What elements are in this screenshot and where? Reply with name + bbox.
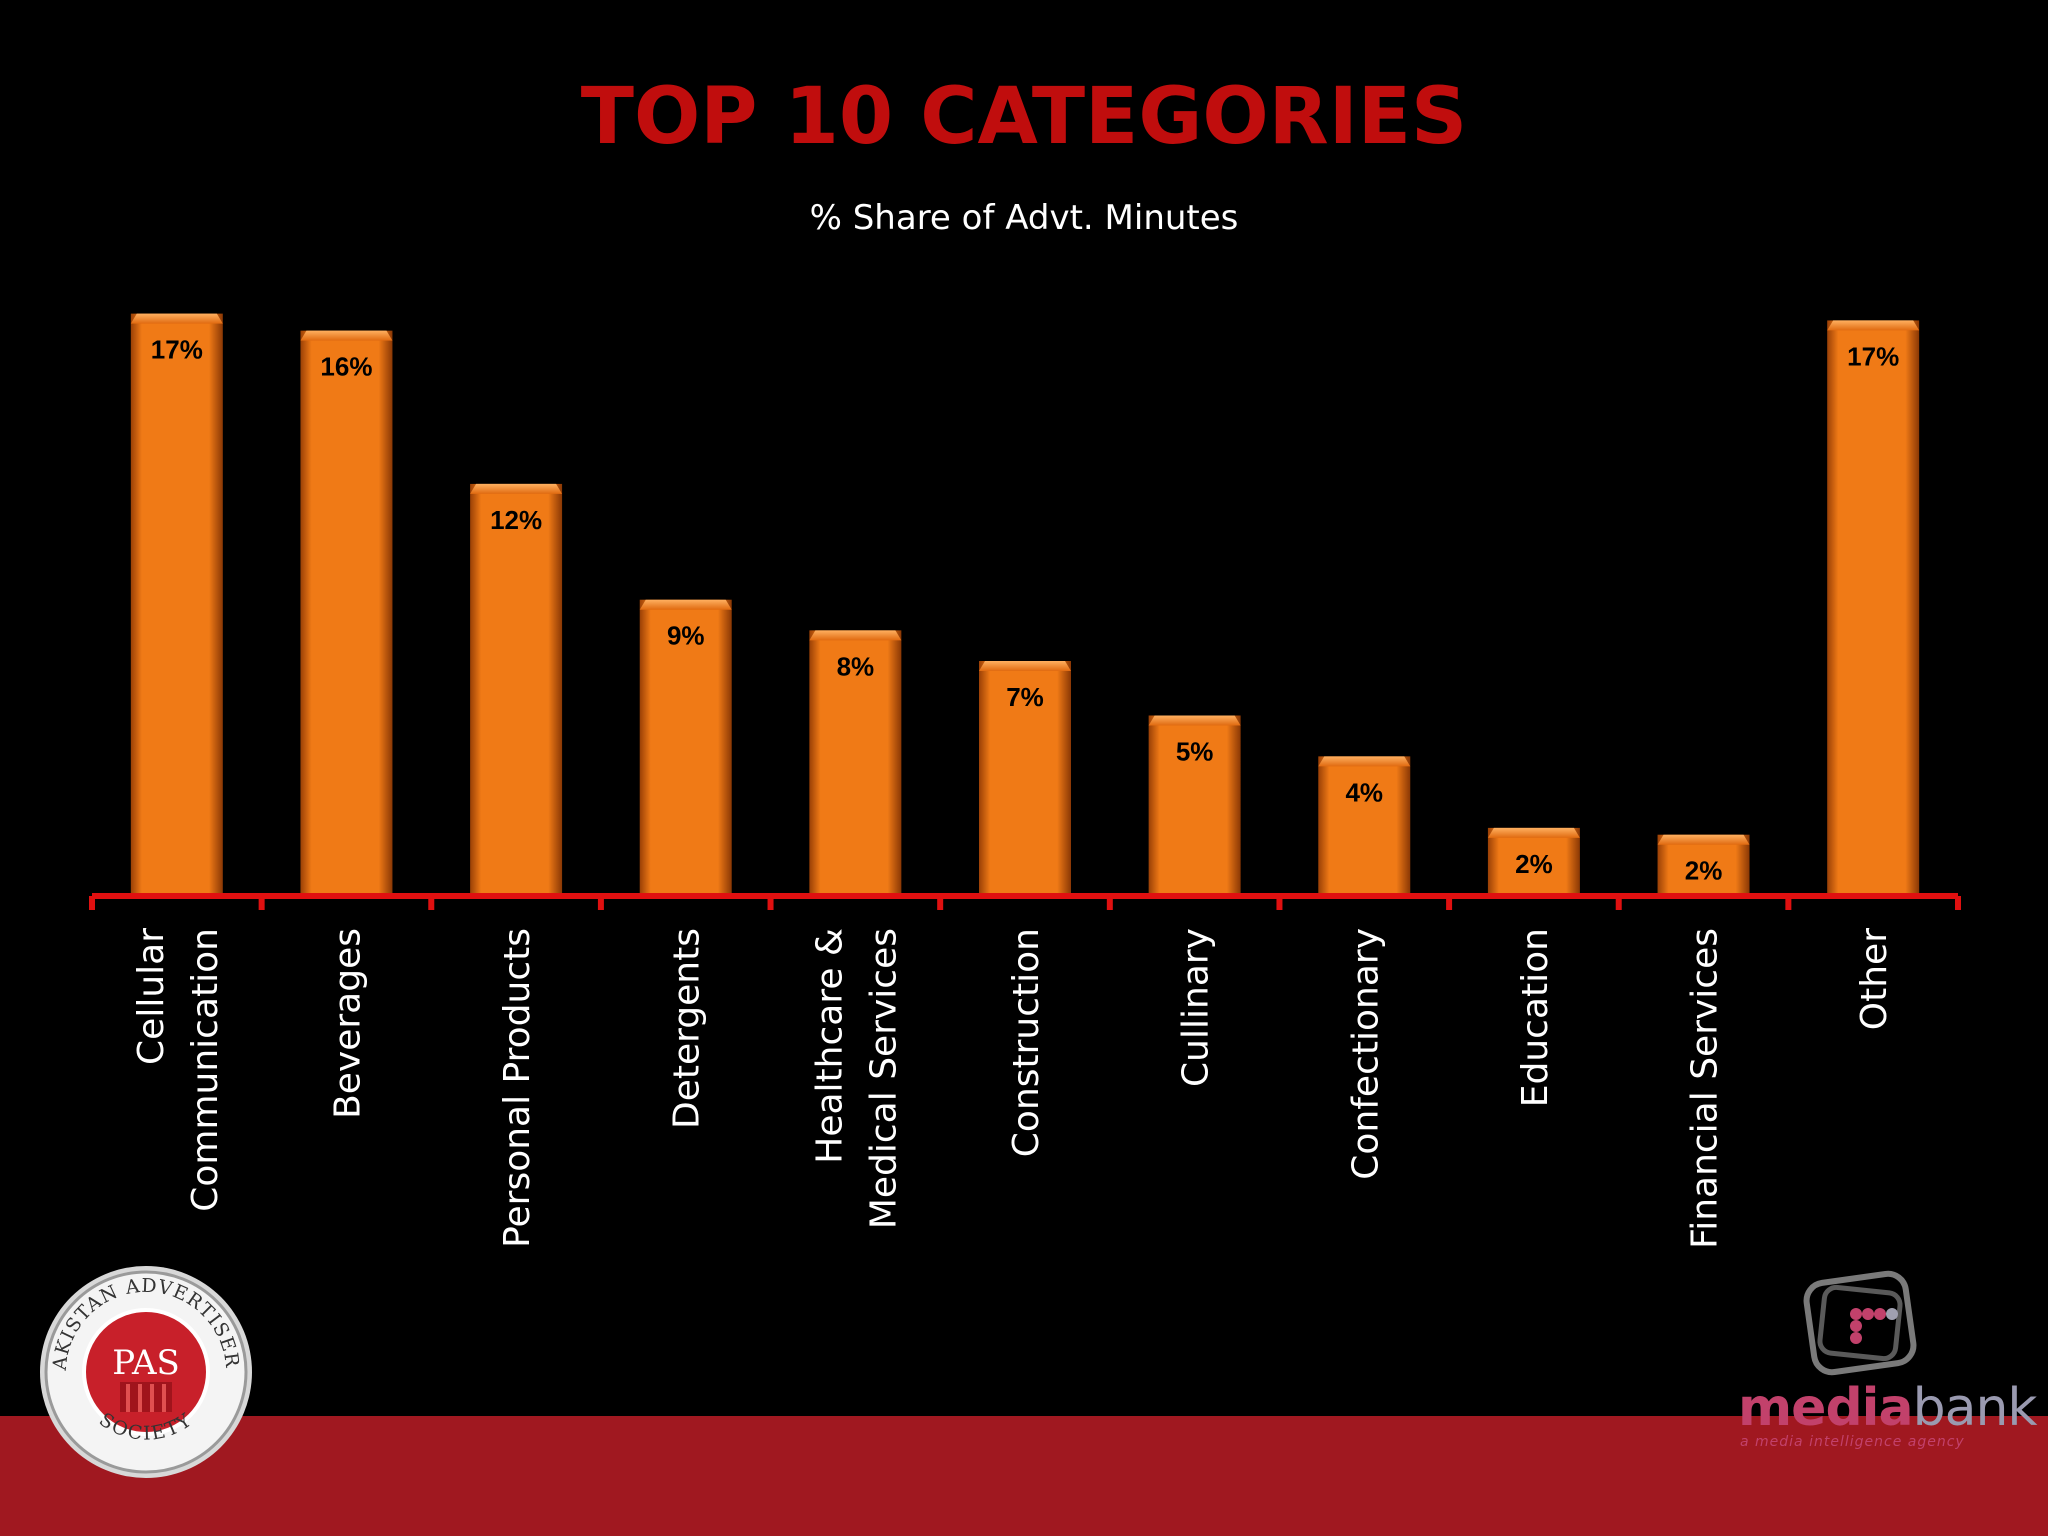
- chart-title: TOP 10 CATEGORIES: [580, 72, 1468, 162]
- data-label-3: 9%: [667, 621, 705, 651]
- category-label-0: Cellular Communication: [131, 928, 226, 1212]
- x-tick-labels: Cellular Communication Beverages Personal P…: [131, 928, 1895, 1249]
- bar-0: [130, 313, 223, 896]
- x-axis: [89, 893, 1961, 910]
- chart-subtitle: % Share of Advt. Minutes: [809, 198, 1239, 238]
- bar-cap-2: [470, 483, 563, 494]
- data-label-7: 4%: [1345, 777, 1383, 807]
- data-label-5: 7%: [1006, 682, 1044, 712]
- category-label-2: Personal Products: [497, 928, 538, 1248]
- data-label-6: 5%: [1176, 736, 1214, 766]
- data-label-8: 2%: [1515, 849, 1553, 879]
- bar-cap-3: [639, 599, 732, 610]
- bar-4: [809, 630, 902, 896]
- bar-8: [1487, 827, 1580, 896]
- mediabank-tagline: a media intelligence agency: [1740, 1434, 1965, 1450]
- bar-cap-7: [1318, 756, 1411, 767]
- bar-6: [1148, 715, 1241, 896]
- mediabank-wordmark: mediabank: [1738, 1378, 2038, 1438]
- footer-band: [0, 1416, 2048, 1536]
- mediabank-logo: [1803, 1270, 1917, 1376]
- bar-cap-5: [979, 661, 1071, 672]
- bar-10: [1827, 320, 1920, 896]
- data-label-9: 2%: [1685, 856, 1723, 886]
- data-label-10: 17%: [1847, 341, 1899, 371]
- data-label-2: 12%: [490, 505, 542, 535]
- category-label-9: Financial Services: [1685, 928, 1726, 1249]
- category-label-1: Beverages: [327, 928, 368, 1119]
- bar-cap-0: [130, 313, 223, 324]
- bar-chart: 17% 16% 12% 9% 8% 7% 5% 4% 2% 2% 17% Cellular Commu…: [89, 313, 1961, 1249]
- category-label-10: Other: [1854, 928, 1895, 1030]
- bar-5: [979, 661, 1071, 896]
- bar-cap-9: [1657, 834, 1750, 845]
- bar-3: [639, 599, 732, 896]
- data-label-1: 16%: [320, 352, 372, 382]
- bar-2: [470, 483, 563, 896]
- bar-cap-4: [809, 630, 902, 641]
- data-label-4: 8%: [837, 651, 875, 681]
- bar-1: [300, 330, 393, 896]
- category-label-7: Confectionary: [1345, 928, 1386, 1180]
- category-label-4: Healthcare & Medical Services: [809, 928, 904, 1229]
- bar-9: [1657, 834, 1750, 896]
- pas-logo-center: PAS: [112, 1343, 180, 1383]
- category-label-5: Construction: [1006, 928, 1047, 1157]
- bar-cap-10: [1827, 320, 1920, 331]
- bar-cap-8: [1487, 827, 1580, 838]
- category-label-6: Cullinary: [1176, 928, 1217, 1087]
- bar-cap-6: [1148, 715, 1241, 726]
- bar-cap-1: [300, 330, 393, 341]
- data-label-0: 17%: [151, 335, 203, 365]
- category-label-3: Detergents: [667, 928, 708, 1129]
- category-label-8: Education: [1515, 928, 1556, 1107]
- bar-7: [1318, 756, 1411, 896]
- bars-group: 17% 16% 12% 9% 8% 7% 5% 4% 2% 2% 17%: [130, 313, 1920, 896]
